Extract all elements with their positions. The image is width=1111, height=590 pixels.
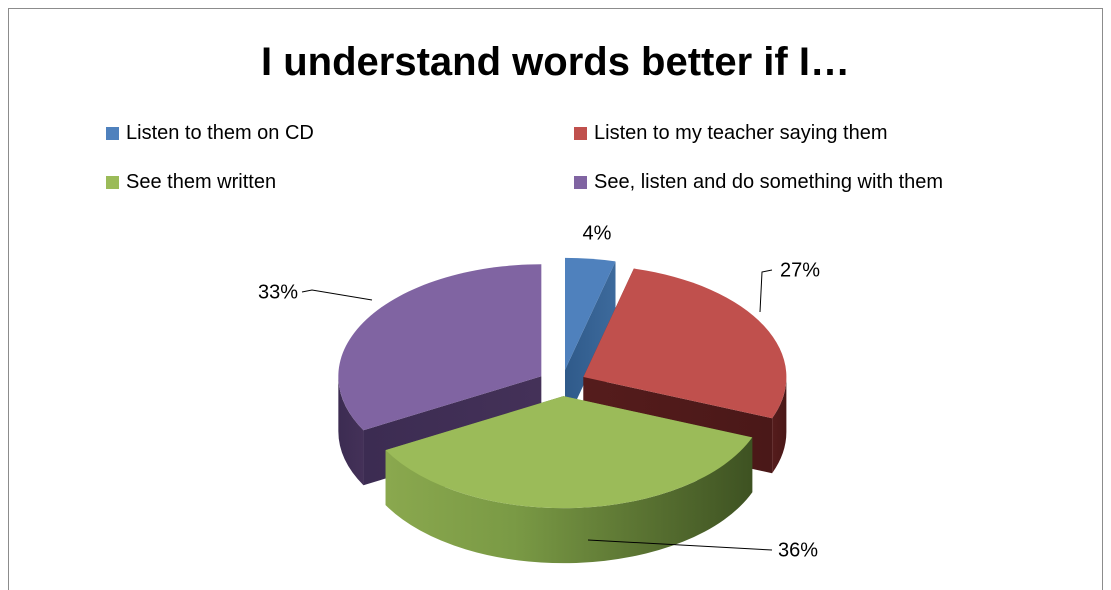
legend-label-see-listen-do: See, listen and do something with them: [594, 170, 944, 193]
legend-swatch-see-listen-do: [574, 175, 587, 189]
legend-label-written: See them written: [126, 170, 277, 193]
chart-title: I understand words better if I…: [261, 40, 850, 84]
pie-slice-cd: [565, 257, 616, 425]
legend-label-cd: Listen to them on CD: [126, 121, 314, 144]
legend-label-teacher: Listen to my teacher saying them: [594, 121, 888, 144]
legend-swatch-cd: [106, 126, 119, 140]
slice-top-face: [583, 268, 787, 419]
legend-item-written: See them written: [106, 169, 276, 195]
legend-item-cd: Listen to them on CD: [106, 120, 314, 146]
legend-item-see-listen-do: See, listen and do something with them: [574, 169, 943, 195]
data-label-cd: 4%: [583, 222, 612, 244]
slice-top-face: [385, 396, 753, 509]
data-label-teacher: 27%: [780, 259, 820, 281]
legend-swatch-written: [106, 175, 119, 189]
data-label-see-listen-do: 33%: [258, 281, 298, 303]
slice-top-face: [565, 257, 616, 370]
leader-line-written: [587, 539, 773, 551]
leader-line-teacher: [759, 269, 773, 313]
pie-slices: [338, 257, 787, 564]
slice-outer-wall: [338, 376, 364, 486]
pie-slice-written: [385, 396, 753, 564]
slice-top-face: [338, 264, 542, 431]
legend-swatch-teacher: [574, 126, 587, 140]
leader-line-see-listen-do: [301, 289, 373, 301]
slice-outer-wall: [385, 437, 753, 564]
legend-item-teacher: Listen to my teacher saying them: [574, 120, 887, 146]
slice-cut-face: [565, 261, 616, 425]
data-label-written: 36%: [778, 539, 818, 561]
slice-outer-wall: [772, 377, 787, 474]
pie-labels: 4% 27% 36% 33%: [258, 222, 820, 561]
